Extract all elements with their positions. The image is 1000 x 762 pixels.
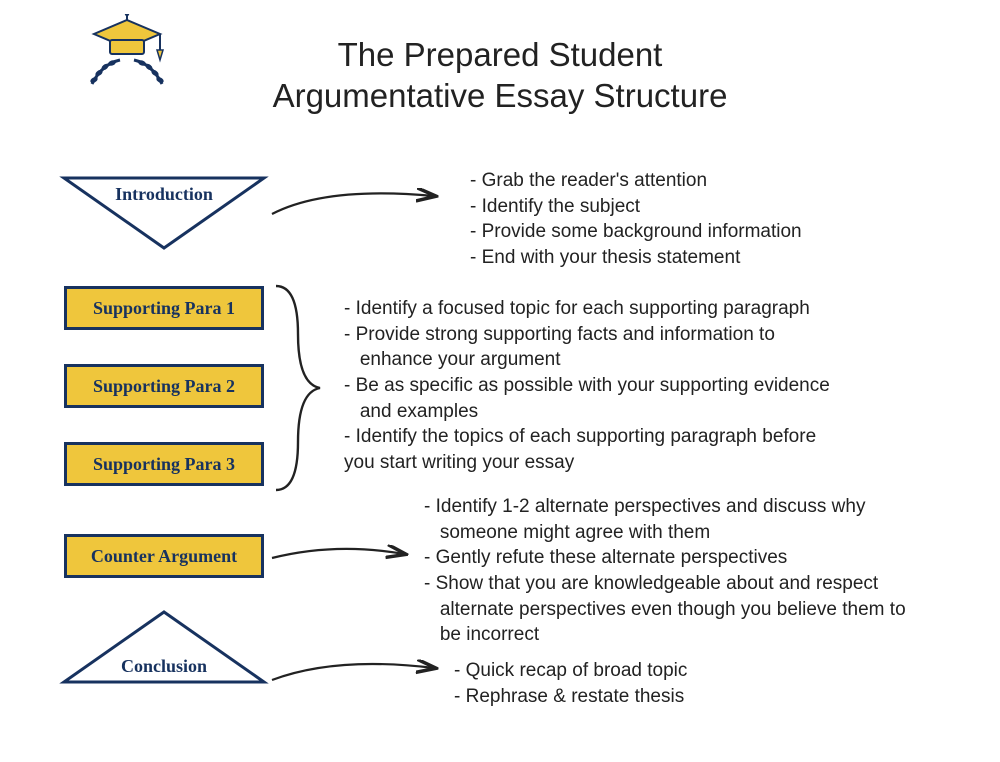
counter-bullet-5: be incorrect xyxy=(424,622,906,648)
counter-bullet-4: alternate perspectives even though you b… xyxy=(424,597,906,623)
supporting-bullet-1: - Provide strong supporting facts and in… xyxy=(344,322,830,348)
counter-bullet-2: - Gently refute these alternate perspect… xyxy=(424,545,906,571)
intro-bullet-0: - Grab the reader's attention xyxy=(470,168,802,194)
brace-supporting xyxy=(268,284,328,492)
arrow-counter xyxy=(266,532,416,582)
supporting-para-2-box: Supporting Para 2 xyxy=(64,364,264,408)
counter-bullet-0: - Identify 1-2 alternate perspectives an… xyxy=(424,494,906,520)
supporting-bullet-3: - Be as specific as possible with your s… xyxy=(344,373,830,399)
counter-bullet-1: someone might agree with them xyxy=(424,520,906,546)
supporting-bullet-6: you start writing your essay xyxy=(344,450,830,476)
page-title: The Prepared Student Argumentative Essay… xyxy=(0,34,1000,117)
supporting-para-2-label: Supporting Para 2 xyxy=(93,376,235,397)
supporting-bullets: - Identify a focused topic for each supp… xyxy=(344,296,830,475)
intro-bullet-3: - End with your thesis statement xyxy=(470,245,802,271)
supporting-para-3-label: Supporting Para 3 xyxy=(93,454,235,475)
intro-bullets: - Grab the reader's attention - Identify… xyxy=(470,168,802,271)
counter-bullet-3: - Show that you are knowledgeable about … xyxy=(424,571,906,597)
supporting-bullet-0: - Identify a focused topic for each supp… xyxy=(344,296,830,322)
counter-argument-label: Counter Argument xyxy=(91,546,237,567)
intro-label: Introduction xyxy=(64,184,264,205)
supporting-para-3-box: Supporting Para 3 xyxy=(64,442,264,486)
arrow-intro xyxy=(266,180,446,230)
supporting-para-1-label: Supporting Para 1 xyxy=(93,298,235,319)
intro-bullet-1: - Identify the subject xyxy=(470,194,802,220)
counter-argument-box: Counter Argument xyxy=(64,534,264,578)
intro-bullet-2: - Provide some background information xyxy=(470,219,802,245)
conclusion-bullet-1: - Rephrase & restate thesis xyxy=(454,684,687,710)
conclusion-bullets: - Quick recap of broad topic - Rephrase … xyxy=(454,658,687,709)
arrow-conclusion xyxy=(266,652,446,698)
supporting-bullet-5: - Identify the topics of each supporting… xyxy=(344,424,830,450)
supporting-bullet-4: and examples xyxy=(344,399,830,425)
title-line-2: Argumentative Essay Structure xyxy=(0,75,1000,116)
title-line-1: The Prepared Student xyxy=(0,34,1000,75)
supporting-bullet-2: enhance your argument xyxy=(344,347,830,373)
counter-bullets: - Identify 1-2 alternate perspectives an… xyxy=(424,494,906,648)
conclusion-bullet-0: - Quick recap of broad topic xyxy=(454,658,687,684)
supporting-para-1-box: Supporting Para 1 xyxy=(64,286,264,330)
conclusion-label: Conclusion xyxy=(64,656,264,677)
